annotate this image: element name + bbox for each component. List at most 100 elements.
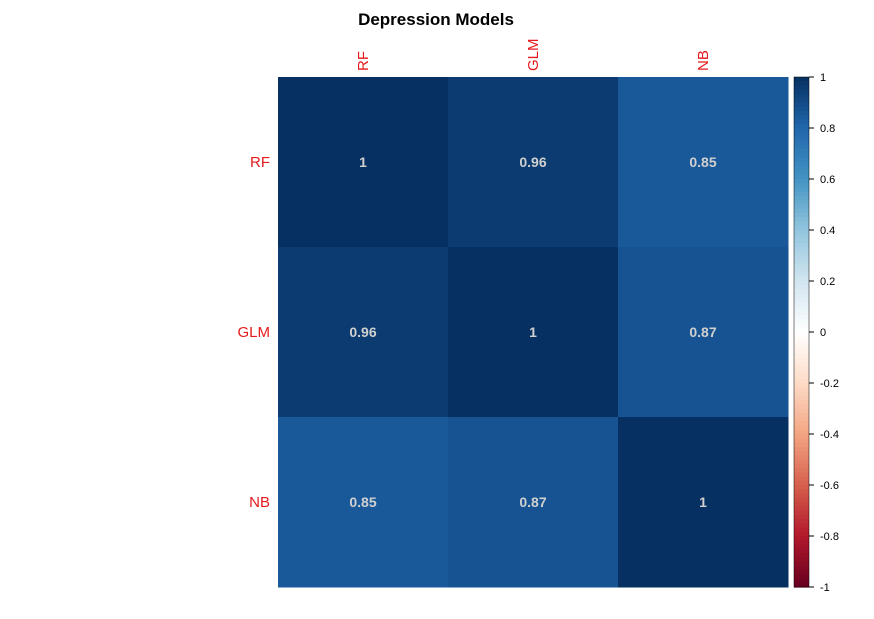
legend-band xyxy=(794,510,809,516)
legend-band xyxy=(794,438,809,444)
legend-band xyxy=(794,285,809,291)
cell-value-label: 1 xyxy=(699,494,707,510)
legend-band xyxy=(794,225,809,231)
legend-band xyxy=(794,298,809,303)
legend-band xyxy=(794,281,809,286)
legend-band xyxy=(794,357,809,363)
legend-band xyxy=(794,361,809,367)
heatmap-cell xyxy=(278,247,449,418)
legend-band xyxy=(794,115,809,121)
legend-band xyxy=(794,523,809,529)
legend-band xyxy=(794,191,809,197)
legend-band xyxy=(794,306,809,312)
legend-band xyxy=(794,565,809,571)
legend-band xyxy=(794,204,809,210)
legend-band xyxy=(794,196,809,201)
legend-band xyxy=(794,77,809,82)
legend-band xyxy=(794,400,809,405)
legend-band xyxy=(794,340,809,346)
legend-band xyxy=(794,217,809,223)
cell-value-label: 0.85 xyxy=(349,494,376,510)
chart-title: Depression Models xyxy=(358,10,514,29)
legend-band xyxy=(794,89,809,95)
legend-band xyxy=(794,234,809,240)
legend-band xyxy=(794,319,809,325)
legend-band xyxy=(794,336,809,342)
legend-band xyxy=(794,412,809,418)
legend-band xyxy=(794,332,809,337)
legend-band xyxy=(794,259,809,265)
legend-band xyxy=(794,421,809,427)
heatmap-cell-labels: 1 0.96 0.85 0.96 1 0.87 0.85 0.87 1 xyxy=(349,154,716,510)
legend-band xyxy=(794,145,809,150)
legend-band xyxy=(794,85,809,91)
legend-band xyxy=(794,514,809,520)
legend-band xyxy=(794,230,809,235)
legend-tick-label: -1 xyxy=(820,582,830,594)
legend-band xyxy=(794,531,809,537)
cell-value-label: 0.96 xyxy=(349,324,376,340)
cell-value-label: 1 xyxy=(529,324,537,340)
legend-band xyxy=(794,527,809,533)
heatmap-cell xyxy=(618,417,789,588)
legend-band xyxy=(794,536,809,541)
legend-band xyxy=(794,349,809,354)
legend-band xyxy=(794,493,809,499)
legend-band xyxy=(794,94,809,99)
cell-value-label: 0.96 xyxy=(519,154,546,170)
legend-band xyxy=(794,578,809,584)
legend-band xyxy=(794,208,809,214)
legend-band xyxy=(794,417,809,422)
legend-band xyxy=(794,327,809,333)
legend-band xyxy=(794,136,809,142)
legend-band xyxy=(794,81,809,87)
legend-tick-label: -0.8 xyxy=(820,531,839,543)
legend-band xyxy=(794,166,809,172)
legend-band xyxy=(794,123,809,129)
legend-band xyxy=(794,570,809,575)
legend-band xyxy=(794,383,809,388)
heatmap-cell xyxy=(278,77,449,248)
legend-band xyxy=(794,497,809,503)
legend-band xyxy=(794,293,809,299)
legend-band xyxy=(794,442,809,448)
legend-band xyxy=(794,242,809,248)
legend-band xyxy=(794,106,809,112)
cell-value-label: 1 xyxy=(359,154,367,170)
legend-band xyxy=(794,502,809,507)
heatmap-cell xyxy=(278,417,449,588)
legend-band xyxy=(794,170,809,176)
legend-tick-label: -0.2 xyxy=(820,378,839,390)
legend-band xyxy=(794,387,809,393)
legend-band xyxy=(794,247,809,252)
legend-tick-label: 0.4 xyxy=(820,225,835,237)
legend-band xyxy=(794,315,809,320)
legend-band xyxy=(794,485,809,490)
legend-band xyxy=(794,140,809,146)
legend-band xyxy=(794,574,809,580)
legend-band xyxy=(794,153,809,159)
legend-band xyxy=(794,476,809,482)
legend-band xyxy=(794,459,809,465)
legend-band xyxy=(794,179,809,184)
row-labels: RF GLM NB xyxy=(237,154,270,511)
cell-value-label: 0.87 xyxy=(519,494,546,510)
legend-band xyxy=(794,561,809,567)
legend-band xyxy=(794,480,809,486)
legend-tick-label: 0.8 xyxy=(820,123,835,135)
legend-band xyxy=(794,425,809,431)
legend-band xyxy=(794,102,809,108)
row-label: GLM xyxy=(237,324,270,341)
legend-band xyxy=(794,548,809,554)
column-label: GLM xyxy=(525,38,542,71)
heatmap-cell xyxy=(448,77,619,248)
heatmap-cell xyxy=(448,247,619,418)
legend-band xyxy=(794,366,809,371)
legend-band xyxy=(794,187,809,193)
legend-band xyxy=(794,544,809,550)
legend-band xyxy=(794,221,809,227)
legend-band xyxy=(794,111,809,116)
column-label: NB xyxy=(695,50,712,71)
legend-band xyxy=(794,391,809,397)
